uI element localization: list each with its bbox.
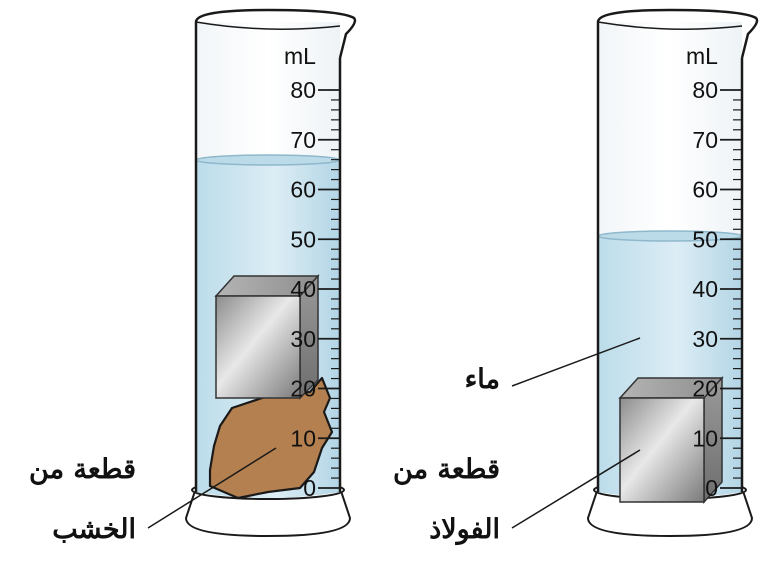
unit-label-left: mL <box>284 43 316 69</box>
label-steel-line1: قطعة من <box>393 454 500 486</box>
scale-label: 50 <box>692 226 718 252</box>
label-water: ماء <box>465 364 500 395</box>
scale-label: 80 <box>692 77 718 103</box>
scale-label: 60 <box>692 177 718 203</box>
unit-label-right: mL <box>686 43 718 69</box>
scale-label: 0 <box>705 475 718 501</box>
scale-left: 80 70 60 50 40 30 20 10 0 <box>290 77 340 501</box>
leader-line-wood <box>147 447 277 529</box>
scale-label: 30 <box>290 326 316 352</box>
cylinder-rim <box>596 8 759 59</box>
cylinder-base <box>184 487 352 538</box>
scale-label: 20 <box>290 376 316 402</box>
steel-block-left <box>214 274 320 400</box>
scale-label: 80 <box>290 77 316 103</box>
scale-label: 20 <box>692 376 718 402</box>
leader-line-steel <box>511 449 641 529</box>
steel-block-right <box>618 376 724 504</box>
scale-right: 80 70 60 50 40 30 20 10 0 <box>692 77 742 501</box>
scale-label: 50 <box>290 226 316 252</box>
scale-label: 10 <box>692 425 718 451</box>
wood-piece <box>208 376 334 500</box>
leader-line-water <box>511 337 641 387</box>
graduated-cylinder-left: 80 70 60 50 40 30 20 10 0 mL <box>184 8 357 538</box>
scale-label: 60 <box>290 177 316 203</box>
scale-label: 40 <box>692 276 718 302</box>
cylinder-rim <box>194 8 357 59</box>
label-wood-line2: الخشب <box>52 514 136 545</box>
scale-label: 30 <box>692 326 718 352</box>
graduated-cylinder-right: 80 70 60 50 40 30 20 10 0 mL <box>586 8 759 538</box>
scale-label: 70 <box>290 127 316 153</box>
label-wood-line1: قطعة من <box>29 454 136 486</box>
scale-label: 40 <box>290 276 316 302</box>
scale-label: 10 <box>290 425 316 451</box>
label-steel-line2: الفولاذ <box>429 514 500 546</box>
scale-label: 0 <box>303 475 316 501</box>
scale-label: 70 <box>692 127 718 153</box>
